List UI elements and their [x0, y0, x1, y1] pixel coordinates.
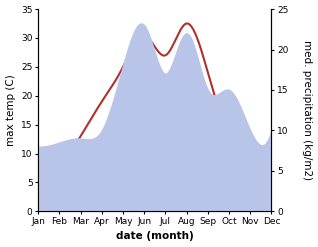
X-axis label: date (month): date (month) — [116, 231, 194, 242]
Y-axis label: med. precipitation (kg/m2): med. precipitation (kg/m2) — [302, 40, 313, 180]
Y-axis label: max temp (C): max temp (C) — [5, 74, 16, 146]
